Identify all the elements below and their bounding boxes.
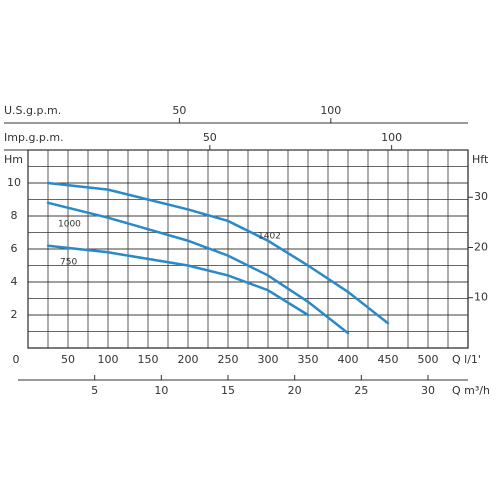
y-tick-label: 10 [7, 176, 21, 189]
secondary-tick-label: 15 [221, 384, 235, 397]
x-tick-label: 300 [258, 353, 279, 366]
y-tick-label: 6 [11, 242, 18, 255]
secondary-tick-label: 10 [154, 384, 168, 397]
secondary-tick-label: 100 [320, 104, 341, 117]
y-axis-title: Hm [4, 153, 23, 166]
x-tick-label: 250 [218, 353, 239, 366]
y2-tick-label: 30 [474, 190, 488, 203]
x-tick-label: 100 [98, 353, 119, 366]
secondary-axis-title: Imp.g.p.m. [4, 131, 64, 144]
x-tick-label: 450 [378, 353, 399, 366]
secondary-tick-label: 25 [354, 384, 368, 397]
curve-label: 1000 [58, 220, 81, 230]
x-tick-label: 400 [338, 353, 359, 366]
secondary-tick-label: 50 [172, 104, 186, 117]
curve [46, 181, 390, 325]
secondary-tick-label: 5 [91, 384, 98, 397]
x-tick-label: 50 [61, 353, 75, 366]
secondary-tick-label: 50 [203, 131, 217, 144]
y-tick-label: 2 [11, 308, 18, 321]
curve [46, 244, 310, 317]
secondary-tick-label: 100 [381, 131, 402, 144]
curve-label: 750 [60, 258, 77, 268]
secondary-axis-title: U.S.g.p.m. [4, 104, 61, 117]
x-tick-label: 350 [298, 353, 319, 366]
curve [46, 201, 350, 335]
y2-tick-label: 10 [474, 291, 488, 304]
x-tick-label: 200 [178, 353, 199, 366]
x-tick-label: 500 [418, 353, 439, 366]
x-tick-label: 0 [13, 353, 20, 366]
x-axis-title: Q l/1' [452, 353, 481, 366]
y-tick-label: 4 [11, 275, 18, 288]
curve-label: 1402 [258, 232, 281, 242]
secondary-tick-label: 30 [421, 384, 435, 397]
y2-tick-label: 20 [474, 240, 488, 253]
secondary-tick-label: 20 [288, 384, 302, 397]
y-tick-label: 8 [11, 209, 18, 222]
x-tick-label: 150 [138, 353, 159, 366]
y2-axis-title: Hft [472, 153, 489, 166]
secondary-axis-title: Q m³/h [452, 384, 490, 397]
